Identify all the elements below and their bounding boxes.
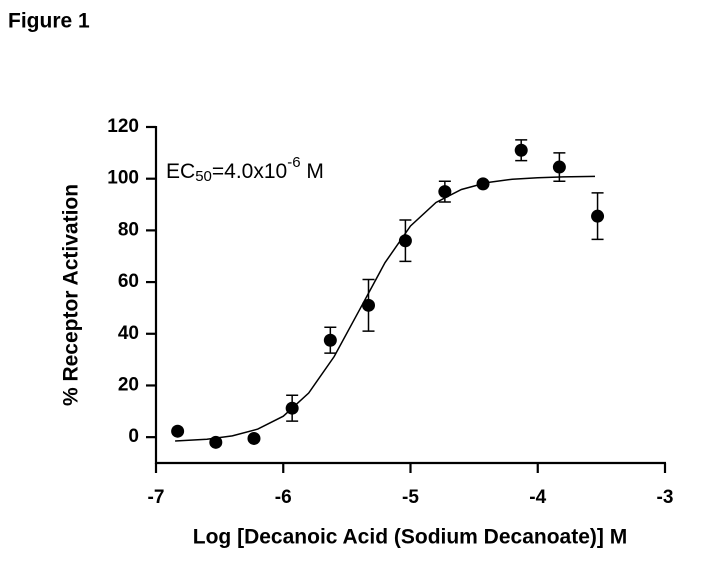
data-point xyxy=(552,160,566,174)
y-tick-label: 100 xyxy=(107,168,139,189)
data-point xyxy=(247,431,261,445)
x-axis-title: Log [Decanoic Acid (Sodium Decanoate)] M xyxy=(193,526,627,549)
data-point xyxy=(398,234,412,248)
data-point xyxy=(514,143,528,157)
data-point xyxy=(476,177,490,191)
annotation: EC50=4.0x10-6 M xyxy=(166,154,324,185)
annotation-part: M xyxy=(301,160,324,183)
data-point xyxy=(171,424,185,438)
annotation-sup: -6 xyxy=(287,154,300,171)
data-point xyxy=(209,435,223,449)
y-tick-label: 60 xyxy=(118,271,139,292)
data-point xyxy=(438,185,452,199)
y-axis-title: % Receptor Activation xyxy=(60,184,83,406)
annotation-part: EC xyxy=(166,160,195,183)
data-point xyxy=(285,401,299,415)
y-tick-label: 120 xyxy=(107,116,139,137)
data-point xyxy=(362,298,376,312)
annotation-part: =4.0x10 xyxy=(212,160,287,183)
x-tick-label: -4 xyxy=(529,487,546,508)
figure-label: Figure 1 xyxy=(8,10,90,33)
x-tick-label: -5 xyxy=(402,487,419,508)
data-point xyxy=(591,209,605,223)
x-tick-label: -7 xyxy=(148,487,165,508)
x-tick-label: -3 xyxy=(657,487,674,508)
y-tick-label: 0 xyxy=(128,426,139,447)
data-point xyxy=(323,333,337,347)
y-tick-label: 40 xyxy=(118,323,139,344)
y-tick-label: 20 xyxy=(118,374,139,395)
fit-curve xyxy=(175,175,596,442)
x-tick-label: -6 xyxy=(275,487,292,508)
y-tick-label: 80 xyxy=(118,219,139,240)
annotation-sub: 50 xyxy=(195,168,212,185)
